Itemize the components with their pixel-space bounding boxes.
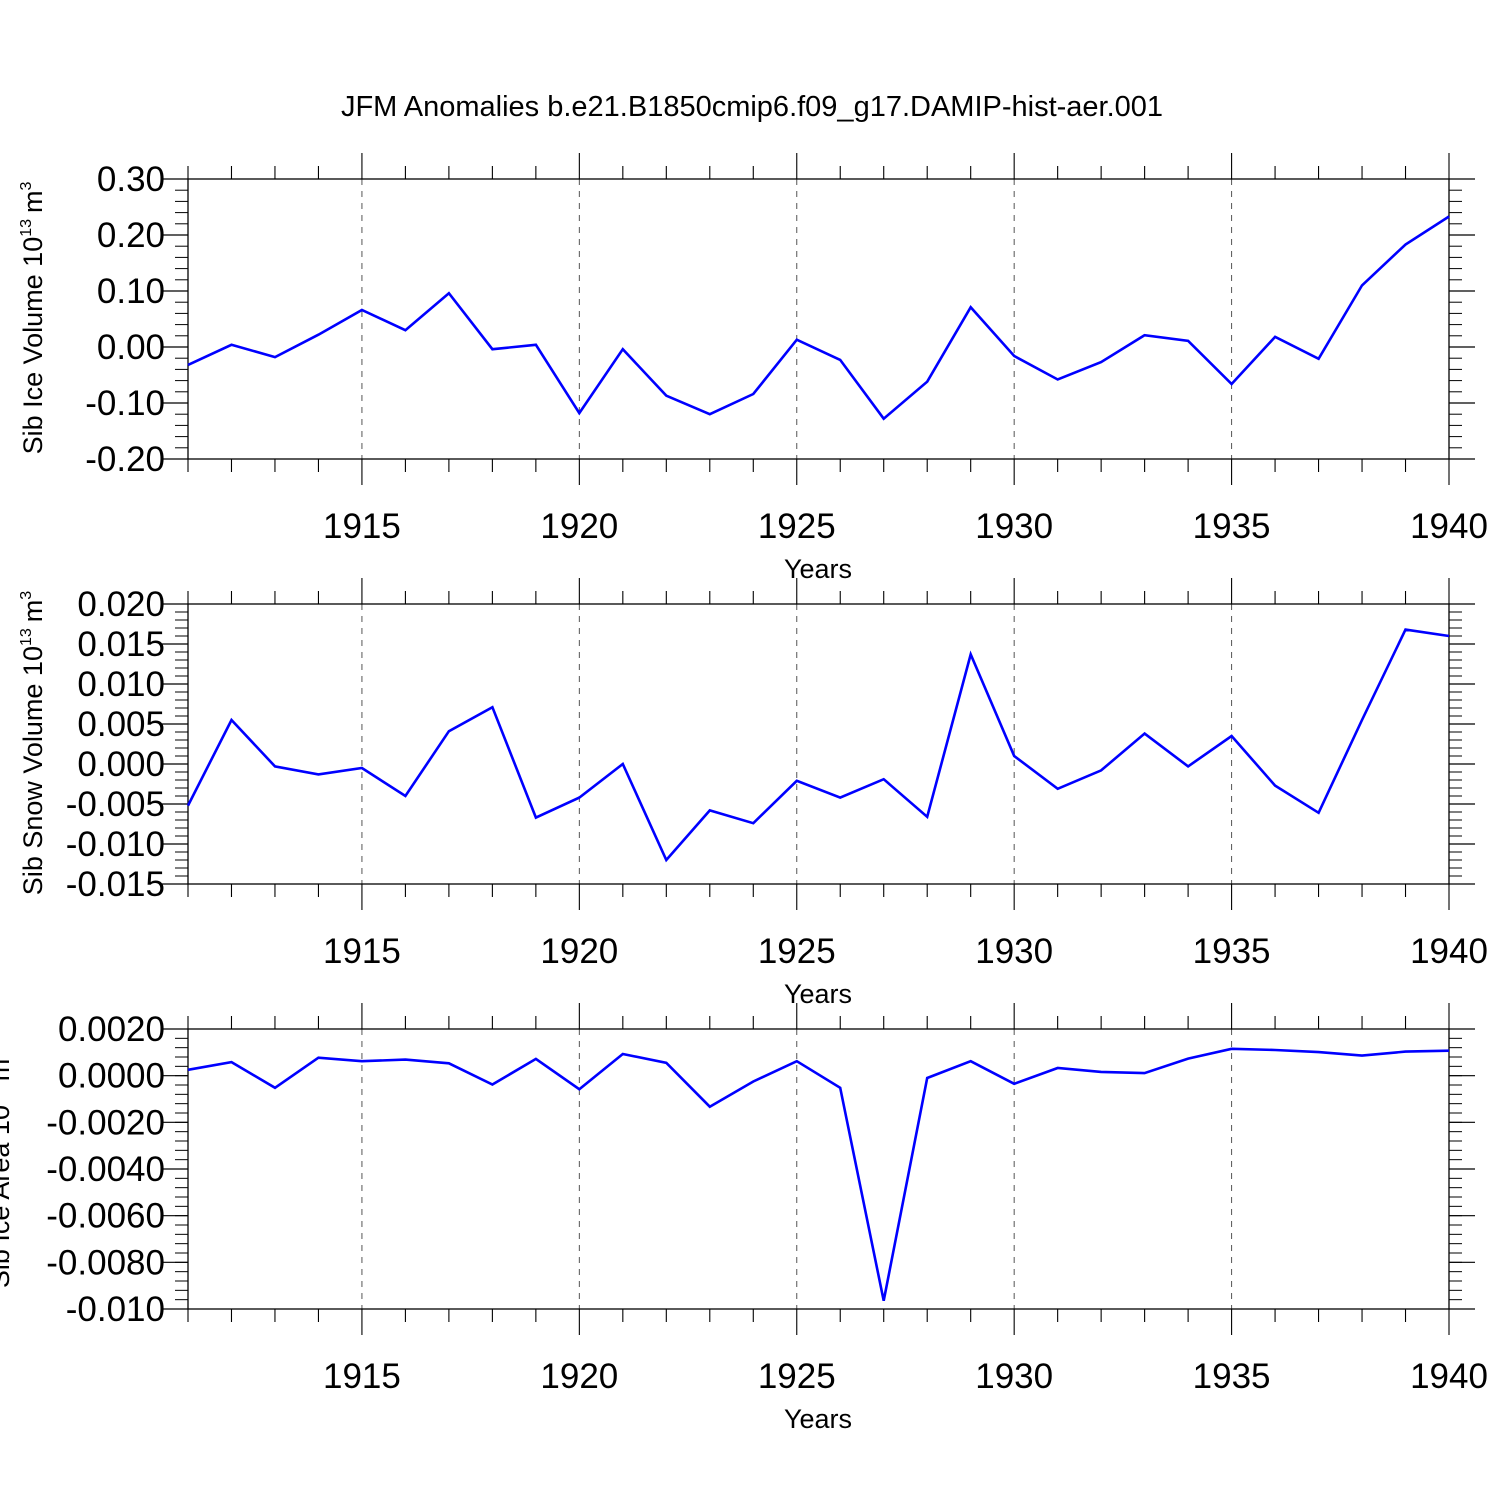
chart-title: JFM Anomalies b.e21.B1850cmip6.f09_g17.D… bbox=[341, 91, 1163, 123]
y-tick-label: -0.010 bbox=[66, 1290, 165, 1329]
plot-frame bbox=[187, 178, 1450, 460]
series-line-1 bbox=[187, 215, 1450, 421]
x-axis-title: Years bbox=[784, 1404, 852, 1434]
plot-frame bbox=[187, 603, 1450, 885]
x-tick-label: 1925 bbox=[758, 1357, 836, 1396]
y-tick-label: 0.005 bbox=[77, 705, 165, 744]
y-tick-label: -0.005 bbox=[66, 785, 165, 824]
y-tick-label: 0.0000 bbox=[58, 1057, 165, 1096]
y-tick-label: -0.015 bbox=[66, 865, 165, 904]
chart-panels: 0.30 0.20 0.10 0.00 -0.10 -0.20 1915 1920 1925 19… bbox=[0, 153, 1488, 1434]
x-tick-label: 1920 bbox=[540, 1357, 618, 1396]
y-tick-label: 0.000 bbox=[77, 745, 165, 784]
y-tick-label: 0.30 bbox=[97, 160, 165, 199]
x-tick-label: 1915 bbox=[323, 507, 401, 546]
y-axis-title-unit: m bbox=[18, 190, 48, 213]
y-tick-label: -0.0020 bbox=[46, 1103, 165, 1142]
y-axis-title: Sib Ice Volume 1013 m3 bbox=[18, 181, 48, 454]
x-tick-label: 1935 bbox=[1193, 1357, 1271, 1396]
y-axis-title-unit-exponent: 3 bbox=[18, 181, 35, 190]
y-tick-label: -0.0060 bbox=[46, 1197, 165, 1236]
y-tick-label: 0.010 bbox=[77, 665, 165, 704]
y-axis-title-unit-exponent: 3 bbox=[18, 591, 35, 600]
x-tick-label: 1915 bbox=[323, 932, 401, 971]
panel-1: 0.30 0.20 0.10 0.00 -0.10 -0.20 1915 1920 1925 19… bbox=[18, 153, 1488, 584]
x-axis-title: Years bbox=[784, 554, 852, 584]
y-axis-title-unit-exponent: 2 bbox=[0, 1050, 2, 1059]
x-tick-label: 1940 bbox=[1410, 1357, 1488, 1396]
panel-2: 0.0200.0150.0100.0050.000-0.005-0.010-0.… bbox=[18, 578, 1488, 1009]
y-axis-title-unit: m bbox=[0, 1059, 15, 1082]
x-tick-label: 1935 bbox=[1193, 507, 1271, 546]
y-axis-title-text: Sib Ice Volume 10 bbox=[18, 237, 48, 455]
y-axis-title-text: Sib Snow Volume 10 bbox=[18, 646, 48, 895]
y-axis-title: Sib Snow Volume 1013 m3 bbox=[18, 591, 48, 895]
y-axis-title-exponent: 13 bbox=[18, 628, 35, 646]
x-tick-label: 1940 bbox=[1410, 932, 1488, 971]
y-tick-label: 0.0020 bbox=[58, 1010, 165, 1049]
x-axis-title: Years bbox=[784, 979, 852, 1009]
y-axis-title-unit: m bbox=[18, 600, 48, 623]
x-tick-label: 1915 bbox=[323, 1357, 401, 1396]
x-tick-label: 1925 bbox=[758, 932, 836, 971]
x-tick-label: 1920 bbox=[540, 932, 618, 971]
x-tick-label: 1930 bbox=[975, 1357, 1053, 1396]
x-tick-label: 1940 bbox=[1410, 507, 1488, 546]
y-axis-title-exponent: 13 bbox=[18, 219, 35, 237]
y-tick-label: 0.020 bbox=[77, 585, 165, 624]
y-tick-label: -0.0040 bbox=[46, 1150, 165, 1189]
y-axis-title: Sib Ice Area 1013 m2 bbox=[0, 1050, 15, 1288]
y-tick-label: 0.015 bbox=[77, 625, 165, 664]
panel-3: 0.0020 0.0000 -0.0020 -0.0040 -0.0060 -0.0080… bbox=[0, 1003, 1488, 1434]
y-tick-label: 0.20 bbox=[97, 216, 165, 255]
y-tick-label: 0.10 bbox=[97, 272, 165, 311]
y-tick-label: -0.0080 bbox=[46, 1243, 165, 1282]
x-tick-label: 1935 bbox=[1193, 932, 1271, 971]
x-tick-label: 1925 bbox=[758, 507, 836, 546]
y-tick-label: 0.00 bbox=[97, 328, 165, 367]
series-line-1 bbox=[187, 1047, 1450, 1302]
x-tick-label: 1920 bbox=[540, 507, 618, 546]
y-tick-label: -0.010 bbox=[66, 825, 165, 864]
plot-frame bbox=[187, 1028, 1450, 1310]
y-tick-label: -0.20 bbox=[85, 440, 165, 479]
y-axis-title-text: Sib Ice Area 10 bbox=[0, 1105, 15, 1288]
x-tick-label: 1930 bbox=[975, 507, 1053, 546]
y-tick-label: -0.10 bbox=[85, 384, 165, 423]
y-axis-title-exponent: 13 bbox=[0, 1087, 2, 1105]
series-line-1 bbox=[186, 628, 1450, 863]
x-tick-label: 1930 bbox=[975, 932, 1053, 971]
